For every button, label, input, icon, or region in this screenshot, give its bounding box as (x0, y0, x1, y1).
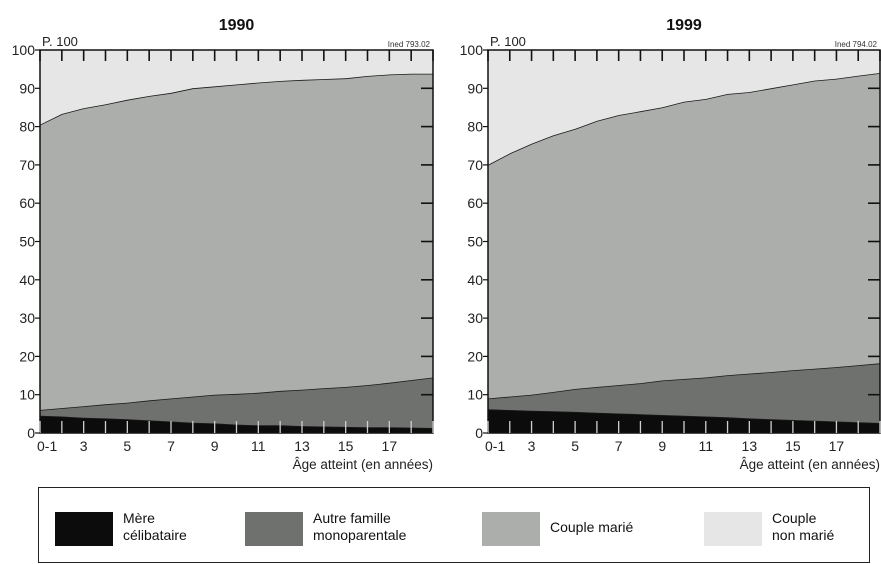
chart-title: 1999 (666, 17, 702, 34)
x-tick-label: 0-1 (37, 438, 57, 454)
y-tick-label: 70 (467, 157, 483, 173)
y-tick-label: 80 (19, 119, 35, 135)
legend-line: célibataire (123, 527, 187, 543)
x-tick-label: 7 (615, 438, 623, 454)
x-tick-label: 13 (742, 438, 758, 454)
legend-label-mere-celibataire: Mère célibataire (123, 510, 187, 544)
legend-swatch-couple-marie (482, 512, 540, 546)
y-tick-label: 90 (19, 80, 35, 96)
area-autre-famille (488, 363, 880, 423)
x-tick-label: 9 (211, 438, 219, 454)
x-tick-label: 17 (382, 438, 398, 454)
y-tick-label: 40 (19, 272, 35, 288)
x-tick-label: 15 (785, 438, 801, 454)
y-tick-label: 10 (19, 387, 35, 403)
legend-swatch-mere-celibataire (55, 512, 113, 546)
x-tick-label: 3 (80, 438, 88, 454)
legend-line: Autre famille (313, 510, 391, 526)
legend-label-couple-marie: Couple marié (550, 519, 633, 536)
y-tick-label: 100 (12, 42, 36, 58)
y-tick-label: 60 (19, 195, 35, 211)
x-tick-label: 0-1 (485, 438, 505, 454)
y-tick-label: 50 (19, 234, 35, 250)
x-tick-label: 5 (571, 438, 579, 454)
y-tick-label: 20 (467, 348, 483, 364)
legend-swatch-couple-non-marie (704, 512, 762, 546)
y-tick-label: 90 (467, 80, 483, 96)
y-tick-label: 0 (27, 425, 35, 441)
y-tick-label: 40 (467, 272, 483, 288)
y-tick-label: 10 (467, 387, 483, 403)
y-tick-label: 60 (467, 195, 483, 211)
area-autre-famille (40, 377, 433, 428)
chart-1990: 0 10 20 30 40 50 60 70 80 90 100 0-1 3 5 7 9 11 13 15 17 199… (12, 17, 434, 472)
x-tick-label: 7 (167, 438, 175, 454)
x-axis-label: Âge atteint (en années) (740, 457, 880, 472)
y-tick-label: 50 (467, 234, 483, 250)
y-tick-label: 80 (467, 119, 483, 135)
y-tick-label: 20 (19, 348, 35, 364)
source-label: Ined 793.02 (388, 40, 431, 49)
legend-line: Couple marié (550, 519, 634, 535)
legend-line: Mère (123, 510, 155, 526)
x-tick-label: 17 (829, 438, 845, 454)
x-tick-label: 13 (294, 438, 310, 454)
legend-label-autre-famille: Autre famille monoparentale (313, 510, 406, 544)
y-tick-label: 30 (467, 310, 483, 326)
area-couple-marie (40, 73, 433, 410)
legend: Mère célibataire Autre famille monoparen… (38, 487, 870, 563)
y-tick-label: 30 (19, 310, 35, 326)
legend-line: non marié (772, 527, 835, 543)
source-label: Ined 794.02 (835, 40, 878, 49)
x-tick-label: 5 (123, 438, 131, 454)
legend-line: Couple (772, 510, 817, 526)
legend-swatch-autre-famille (245, 512, 303, 546)
y-tick-label: 70 (19, 157, 35, 173)
area-couple-marie (488, 73, 880, 399)
y-tick-label: 100 (460, 42, 484, 58)
x-tick-label: 11 (251, 438, 266, 454)
y-tick-label: 0 (475, 425, 483, 441)
y-axis-label: P. 100 (42, 34, 78, 49)
x-tick-label: 15 (338, 438, 354, 454)
x-axis-label: Âge atteint (en années) (293, 457, 433, 472)
area-couple-non-marie (40, 50, 433, 125)
chart-title: 1990 (219, 17, 255, 34)
chart-1999: 0 10 20 30 40 50 60 70 80 90 100 0-1 3 5 7 9 11 13 15 17 199… (460, 17, 881, 472)
legend-label-couple-non-marie: Couple non marié (772, 510, 834, 544)
legend-line: monoparentale (313, 527, 407, 543)
area-couple-non-marie (488, 50, 880, 165)
x-tick-label: 11 (699, 438, 714, 454)
y-axis-label: P. 100 (490, 34, 526, 49)
x-tick-label: 3 (528, 438, 536, 454)
x-tick-label: 9 (658, 438, 666, 454)
